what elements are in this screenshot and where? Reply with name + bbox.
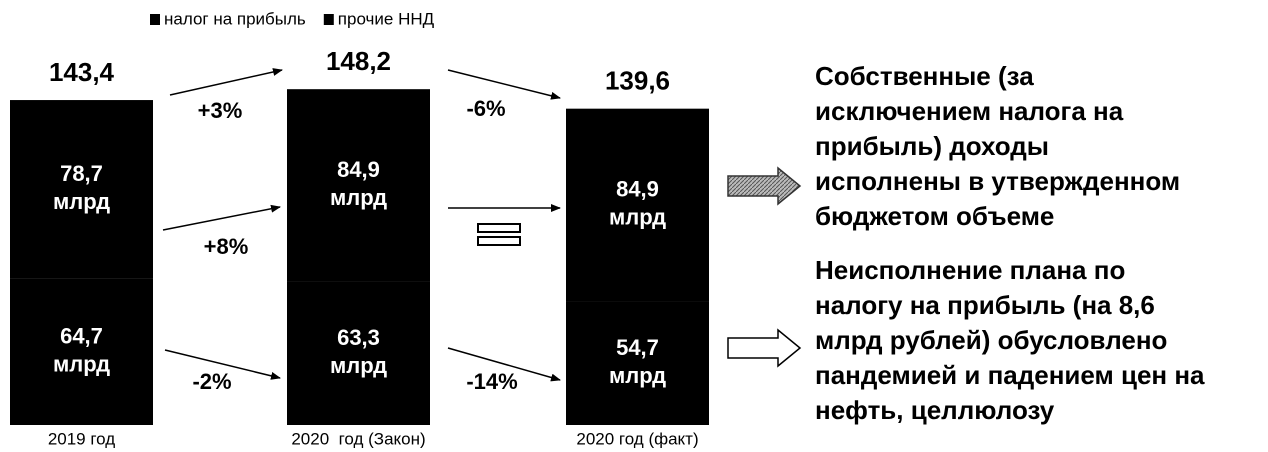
arrow: [447, 69, 561, 100]
value-unit: млрд: [330, 185, 387, 210]
value-label: 78,7: [60, 161, 103, 186]
arrow: [447, 347, 561, 382]
bar-segment: [10, 278, 153, 425]
bar-segment: [566, 108, 709, 302]
bar-segment: [287, 281, 430, 425]
note-line: нефть, целлюлозу: [815, 395, 1055, 425]
value-label: 84,9: [616, 177, 659, 202]
note-line: исключением налога на: [815, 96, 1124, 126]
legend-label: налог на прибыль: [164, 9, 306, 28]
change-label: -14%: [466, 369, 517, 394]
equals-sign: [477, 223, 521, 246]
value-label: 64,7: [60, 324, 103, 349]
x-tick-label: 2020 год (Закон): [291, 429, 425, 448]
note-line: пандемией и падением цен на: [815, 360, 1205, 390]
note-line: Собственные (за: [815, 61, 1034, 91]
note-line: налогу на прибыль (на 8,6: [815, 290, 1155, 320]
bar-segment: [566, 301, 709, 425]
total-label: 139,6: [605, 66, 670, 96]
value-unit: млрд: [53, 352, 110, 377]
note-line: исполнены в утвержденном: [815, 166, 1180, 196]
x-tick-label: 2020 год (факт): [576, 429, 698, 448]
total-label: 148,2: [326, 46, 391, 76]
legend-swatch: [150, 14, 160, 25]
total-label: 143,4: [49, 57, 115, 87]
change-label: -6%: [466, 96, 505, 121]
note-line: бюджетом объеме: [815, 201, 1054, 231]
value-label: 63,3: [337, 325, 380, 350]
legend-label: прочие ННД: [338, 9, 435, 28]
value-label: 84,9: [337, 157, 380, 182]
value-unit: млрд: [53, 189, 110, 214]
value-unit: млрд: [330, 353, 387, 378]
bar-segment: [287, 89, 430, 282]
arrow: [169, 68, 283, 96]
note-line: Неисполнение плана по: [815, 255, 1125, 285]
arrow: [162, 204, 281, 231]
value-unit: млрд: [609, 363, 666, 388]
block-arrow: [727, 166, 802, 206]
block-arrow: [727, 328, 802, 368]
arrows: [162, 68, 561, 382]
legend-swatch: [323, 14, 334, 25]
value-unit: млрд: [609, 205, 666, 230]
arrow: [164, 349, 281, 380]
bar-segment: [10, 100, 153, 279]
x-tick-label: 2019 год: [48, 429, 115, 448]
change-label: -2%: [192, 369, 231, 394]
note-line: млрд рублей) обусловлено: [815, 325, 1167, 355]
change-label: +8%: [204, 234, 249, 259]
value-label: 54,7: [616, 335, 659, 360]
note-line: прибыль) доходы: [815, 131, 1049, 161]
change-label: +3%: [198, 98, 243, 123]
